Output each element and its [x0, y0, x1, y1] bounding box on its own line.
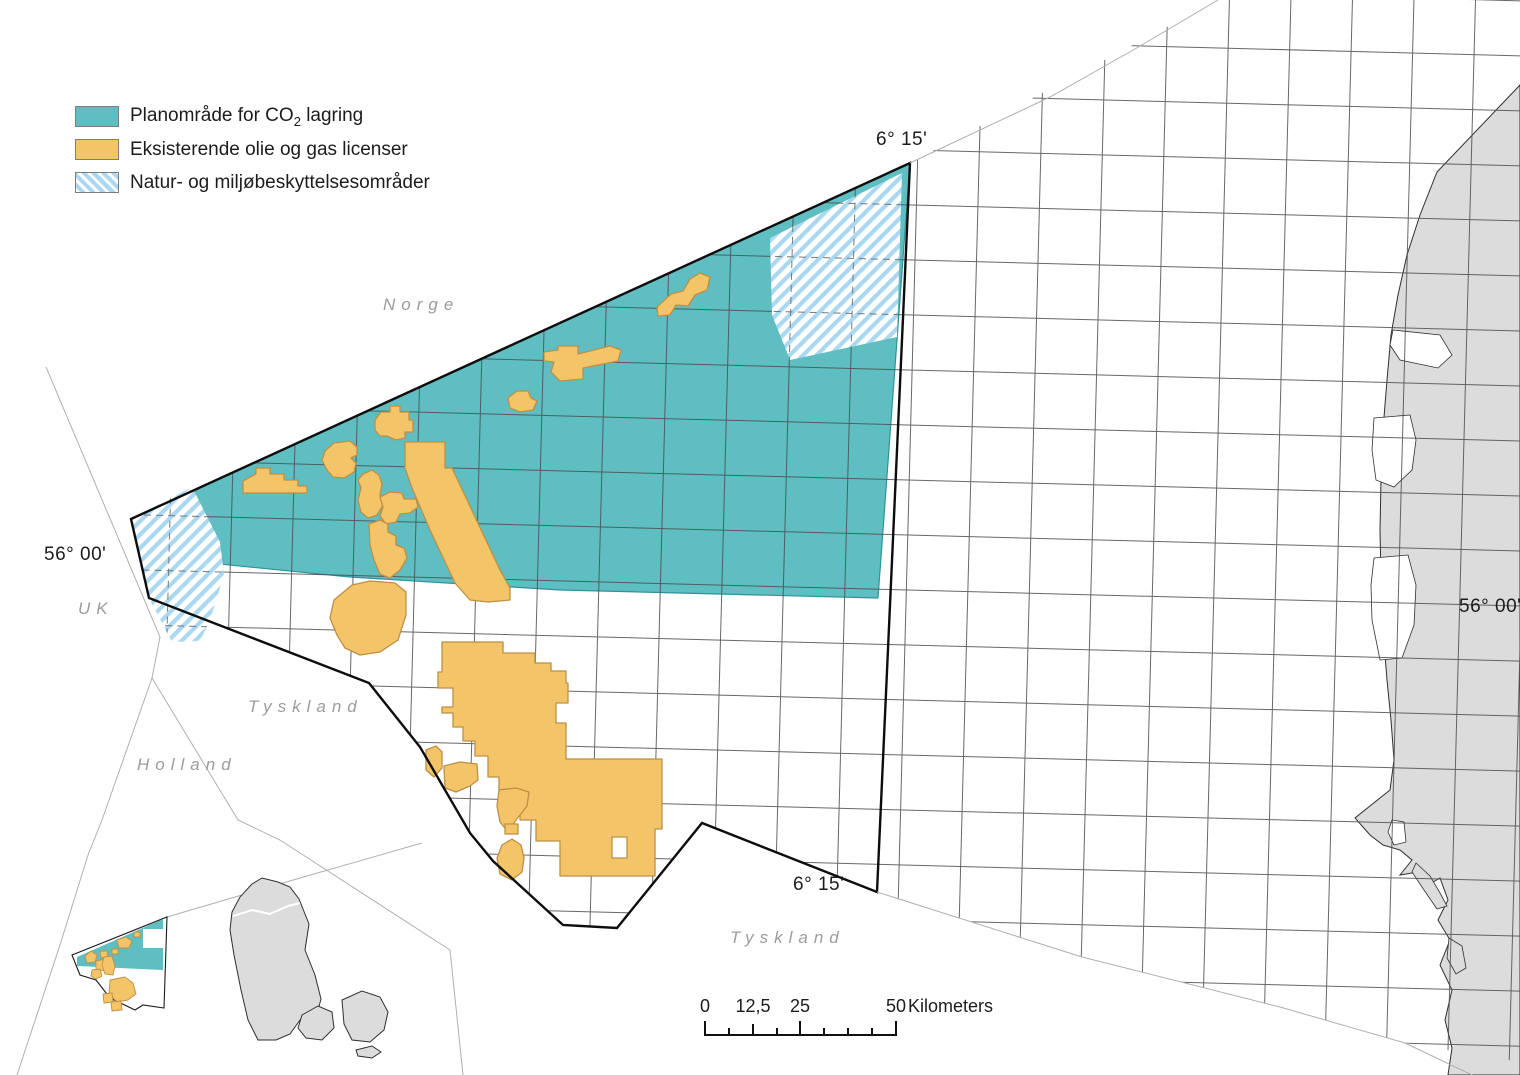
legend-label-oil-gas-licenses: Eksisterende olie og gas licenser: [130, 138, 408, 160]
scalebar-label-25: 25: [789, 996, 811, 1016]
coordinate-label-bottom: 6° 15': [793, 874, 845, 895]
oil-gas-license-polygons: [242, 272, 711, 881]
country-label-tyskland-north: Tyskland: [248, 697, 363, 716]
teal-swatch-icon: [75, 106, 119, 127]
scalebar-label-0: 0: [699, 996, 711, 1016]
legend-item-oil-gas-licenses: Eksisterende olie og gas licenser: [75, 133, 430, 166]
inset-overview-map: [71, 877, 389, 1059]
hatch-swatch-icon: [75, 172, 119, 193]
legend-item-co2-plan-area: Planområde for CO2 lagring: [75, 100, 430, 133]
legend-label-co2-plan-area: Planområde for CO2 lagring: [130, 104, 364, 129]
country-label-holland: Holland: [137, 755, 237, 774]
coordinate-label-left: 56° 00': [44, 544, 107, 565]
land-jutland: [1354, 84, 1520, 1075]
country-label-tyskland-south: Tyskland: [730, 928, 845, 947]
scalebar-label-12-5: 12,5: [735, 996, 771, 1016]
legend-item-nature-protection: Natur- og miljøbeskyttelsesområder: [75, 166, 430, 199]
legend-label-nature-protection: Natur- og miljøbeskyttelsesområder: [130, 171, 430, 193]
nature-protection-areas: [131, 173, 902, 642]
maritime-boundary-lines: [16, 0, 1473, 1075]
scalebar-label-50: 50: [885, 996, 907, 1016]
legend: Planområde for CO2 lagring Eksisterende …: [75, 100, 430, 199]
coordinate-label-right: 56° 00': [1459, 596, 1520, 617]
country-label-norge: Norge: [383, 295, 460, 314]
danish-waters-boundary: [129, 161, 912, 930]
orange-swatch-icon: [75, 139, 119, 160]
scalebar-unit-label: Kilometers: [908, 996, 994, 1016]
scalebar: [704, 1021, 897, 1036]
coordinate-label-top: 6° 15': [876, 129, 928, 150]
country-label-uk: UK: [78, 599, 114, 618]
